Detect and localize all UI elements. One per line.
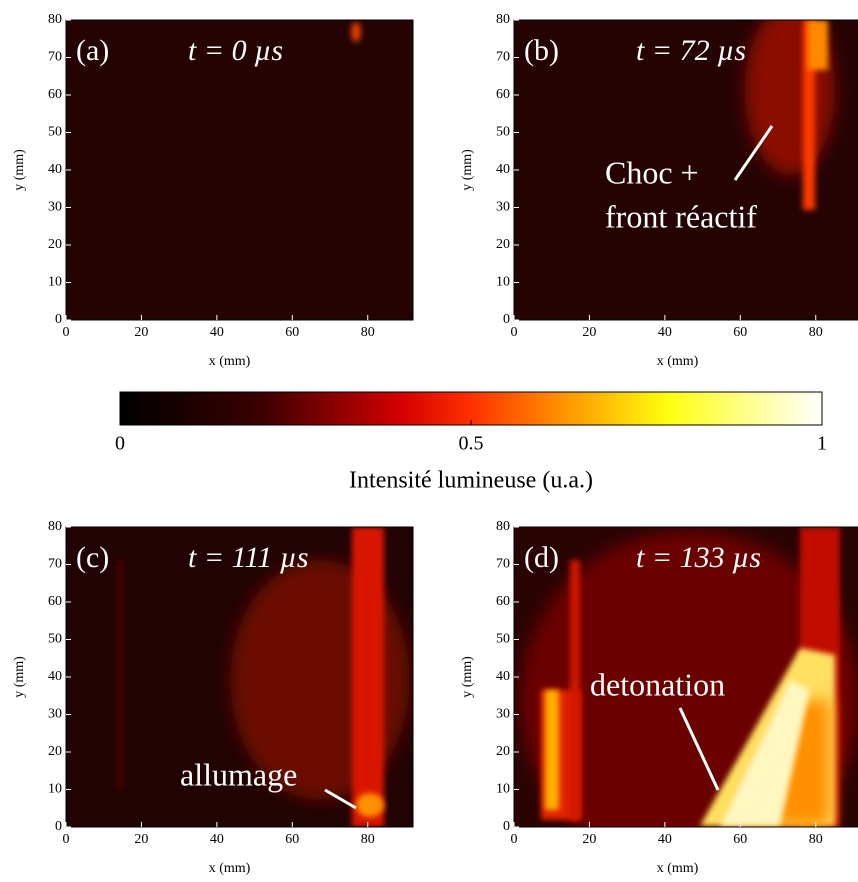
y-tick-label: 70 — [496, 50, 510, 65]
y-tick-label: 50 — [48, 632, 62, 647]
annotation-line — [324, 788, 357, 810]
y-tick-label: 20 — [48, 237, 62, 252]
image — [514, 20, 858, 320]
y-tick-label: 60 — [48, 87, 62, 102]
x-tick-label: 20 — [582, 832, 596, 847]
x-axis-label: x (mm) — [209, 354, 251, 369]
time-label: t = 133 µs — [636, 541, 761, 574]
image — [66, 20, 413, 320]
annotation: allumage — [180, 756, 297, 792]
y-tick-label: 50 — [496, 125, 510, 140]
colorbar-tick-label: 0 — [115, 433, 125, 455]
y-tick-label: 30 — [496, 707, 510, 722]
panel-label: (c) — [76, 541, 109, 574]
y-tick-label: 50 — [496, 632, 510, 647]
y-tick-label: 0 — [55, 312, 62, 327]
panel-label: (b) — [524, 34, 559, 67]
colorbar-label: Intensité lumineuse (u.a.) — [349, 468, 593, 494]
y-tick-label: 20 — [48, 744, 62, 759]
image — [66, 527, 413, 827]
image — [514, 527, 858, 827]
x-tick-label: 20 — [134, 325, 148, 340]
y-tick-label: 70 — [48, 557, 62, 572]
y-tick-label: 80 — [496, 12, 510, 27]
x-tick-label: 60 — [285, 325, 299, 340]
colorbar-tick-label: 1 — [817, 433, 827, 455]
colorbar — [119, 391, 823, 426]
y-tick-label: 70 — [496, 557, 510, 572]
y-tick-label: 40 — [496, 162, 510, 177]
y-tick-label: 30 — [48, 707, 62, 722]
y-tick-label: 70 — [48, 50, 62, 65]
y-tick-label: 10 — [48, 782, 62, 797]
y-axis-label: y (mm) — [460, 656, 475, 698]
time-label: t = 111 µs — [188, 541, 309, 574]
x-tick-label: 40 — [210, 832, 224, 847]
x-tick-label: 80 — [809, 832, 823, 847]
y-tick-label: 20 — [496, 237, 510, 252]
y-tick-label: 30 — [496, 200, 510, 215]
annotation: Choc + — [605, 154, 699, 190]
y-tick-label: 50 — [48, 125, 62, 140]
panel-label: (a) — [76, 34, 109, 67]
y-tick-label: 60 — [496, 594, 510, 609]
panel-label: (d) — [524, 541, 559, 574]
x-tick-label: 40 — [210, 325, 224, 340]
y-tick-label: 40 — [496, 669, 510, 684]
x-tick-label: 20 — [582, 325, 596, 340]
x-tick-label: 40 — [658, 832, 672, 847]
y-tick-label: 10 — [48, 275, 62, 290]
y-axis-label: y (mm) — [460, 149, 475, 191]
y-tick-label: 80 — [48, 519, 62, 534]
y-tick-label: 40 — [48, 669, 62, 684]
annotation: front réactif — [605, 198, 757, 234]
colorbar-tick-label: 0.5 — [459, 433, 484, 455]
annotation: detonation — [590, 666, 725, 702]
x-tick-label: 20 — [134, 832, 148, 847]
annotation-line — [678, 707, 720, 791]
x-axis-label: x (mm) — [657, 861, 699, 876]
x-tick-label: 60 — [733, 832, 747, 847]
x-axis-label: x (mm) — [209, 861, 251, 876]
y-tick-label: 30 — [48, 200, 62, 215]
y-tick-label: 0 — [55, 819, 62, 834]
x-tick-label: 0 — [511, 832, 518, 847]
y-tick-label: 60 — [48, 594, 62, 609]
y-axis-label: y (mm) — [12, 149, 27, 191]
x-tick-label: 80 — [361, 832, 375, 847]
x-tick-label: 60 — [733, 325, 747, 340]
x-tick-label: 80 — [809, 325, 823, 340]
x-tick-label: 0 — [63, 325, 70, 340]
y-tick-label: 60 — [496, 87, 510, 102]
y-tick-label: 0 — [503, 312, 510, 327]
y-tick-label: 20 — [496, 744, 510, 759]
y-tick-label: 40 — [48, 162, 62, 177]
annotation-line — [733, 125, 774, 181]
time-label: t = 72 µs — [636, 34, 746, 67]
y-tick-label: 10 — [496, 275, 510, 290]
x-tick-label: 0 — [63, 832, 70, 847]
x-axis-label: x (mm) — [657, 354, 699, 369]
x-tick-label: 80 — [361, 325, 375, 340]
time-label: t = 0 µs — [188, 34, 283, 67]
y-tick-label: 10 — [496, 782, 510, 797]
y-axis-label: y (mm) — [12, 656, 27, 698]
x-tick-label: 40 — [658, 325, 672, 340]
y-tick-label: 80 — [496, 519, 510, 534]
x-tick-label: 60 — [285, 832, 299, 847]
y-tick-label: 80 — [48, 12, 62, 27]
x-tick-label: 0 — [511, 325, 518, 340]
y-tick-label: 0 — [503, 819, 510, 834]
